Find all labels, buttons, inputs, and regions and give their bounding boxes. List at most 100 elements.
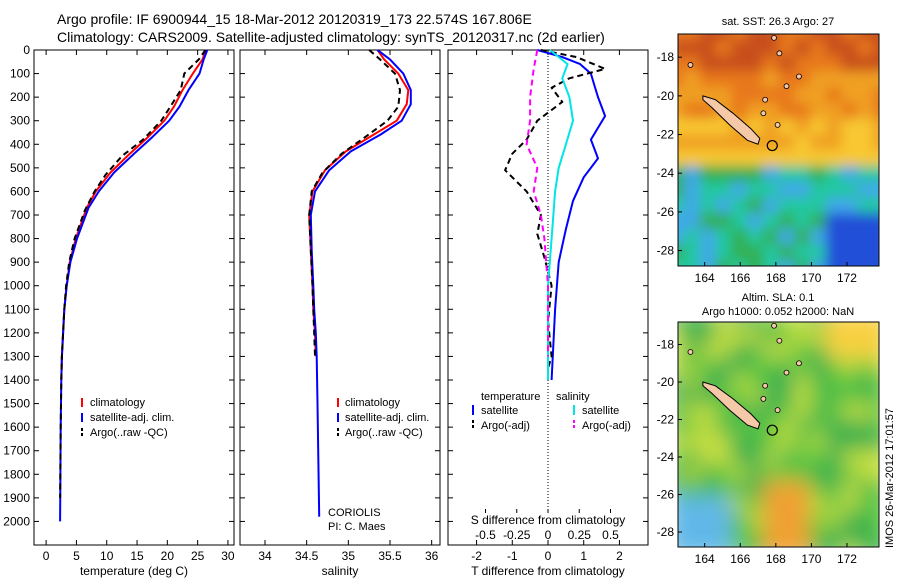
field-cell <box>746 480 764 497</box>
x-tick-label: 10 <box>100 549 114 563</box>
field-cell <box>746 342 764 359</box>
field-cell <box>778 541 796 547</box>
island <box>771 322 777 329</box>
field-cell <box>778 465 796 482</box>
field-cell <box>841 39 859 57</box>
field-cell <box>678 511 685 528</box>
field-cell <box>699 495 717 513</box>
series-line-salinity-argo-adj- <box>525 49 549 357</box>
temperature-xlabel: temperature (deg C) <box>80 564 188 578</box>
field-cell <box>762 71 780 88</box>
field-cell <box>699 134 717 151</box>
field-cell <box>810 244 827 262</box>
map-y-tick-label: -18 <box>657 50 675 64</box>
field-cell <box>873 213 879 230</box>
field-cell <box>746 102 764 120</box>
field-cell <box>825 213 843 230</box>
field-cell <box>794 541 812 547</box>
field-cell <box>794 357 812 375</box>
map-y-tick-label: -28 <box>657 244 675 258</box>
field-cell <box>678 213 685 230</box>
field-cell <box>810 541 827 547</box>
field-cell <box>825 102 843 120</box>
field-cell <box>841 55 859 73</box>
top-tick-label: 0.25 <box>568 528 592 542</box>
field-cell <box>873 134 879 151</box>
field-cell <box>731 434 748 451</box>
island <box>783 369 790 376</box>
field-cell <box>678 55 685 73</box>
map-x-tick-label: 168 <box>766 271 786 285</box>
field-cell <box>731 357 748 375</box>
field-cell <box>841 134 859 151</box>
island <box>776 50 783 57</box>
field-cell <box>699 327 717 344</box>
field-cell <box>810 55 827 73</box>
field-cell <box>762 181 780 199</box>
field-cell <box>794 511 812 528</box>
field-cell <box>683 480 701 497</box>
sst-map-frame <box>677 33 880 267</box>
field-cell <box>841 71 859 88</box>
field-cell <box>762 197 780 214</box>
legend-label-t-satellite: satellite <box>481 405 518 417</box>
field-cell <box>762 342 780 359</box>
field-cell <box>683 244 701 262</box>
field-cell <box>825 526 843 543</box>
series-line-temperature-argo-adj- <box>504 49 607 369</box>
field-cell <box>762 511 780 528</box>
y-tick-label: 700 <box>10 208 30 222</box>
field-cell <box>731 373 748 390</box>
field-cell <box>699 228 717 246</box>
field-cell <box>825 465 843 482</box>
legend-title-temperature: temperature <box>481 391 540 403</box>
field-cell <box>731 228 748 246</box>
field-cell <box>873 480 879 497</box>
field-cell <box>873 419 879 436</box>
field-cell <box>810 150 827 167</box>
field-cell <box>778 228 796 246</box>
footer-stamp: IMOS 26-Mar-2012 17:01:57 <box>884 408 896 548</box>
field-cell <box>715 71 733 88</box>
x-tick-label: 35.5 <box>378 549 402 563</box>
field-cell <box>762 150 780 167</box>
field-cell <box>746 541 764 547</box>
map-y-tick-label: -26 <box>657 488 675 502</box>
difference-legend: temperature salinity satellite Argo(-adj… <box>472 391 631 432</box>
field-cell <box>794 150 812 167</box>
field-cell <box>678 434 685 451</box>
field-cell <box>857 342 875 359</box>
field-cell <box>731 197 748 214</box>
island <box>774 121 781 128</box>
field-cell <box>810 327 827 344</box>
y-tick-label: 1400 <box>3 373 30 387</box>
field-cell <box>715 55 733 73</box>
island <box>687 349 694 355</box>
field-cell <box>715 165 733 183</box>
field-cell <box>873 373 879 390</box>
field-cell <box>746 449 764 467</box>
y-tick-label: 0 <box>23 43 30 57</box>
field-cell <box>762 541 780 547</box>
legend-label-climatology: climatology <box>90 397 146 409</box>
field-cell <box>731 150 748 167</box>
field-cell <box>794 388 812 405</box>
field-cell <box>873 244 879 262</box>
field-cell <box>715 87 733 104</box>
field-cell <box>699 39 717 57</box>
field-cell <box>778 55 796 73</box>
y-tick-label: 1100 <box>4 302 30 316</box>
series-line-salinity-satellite <box>547 49 574 380</box>
field-cell <box>731 541 748 547</box>
field-cell <box>683 403 701 421</box>
field-cell <box>841 434 859 451</box>
field-cell <box>699 434 717 451</box>
map-y-tick-label: -24 <box>657 450 675 464</box>
field-cell <box>857 165 875 183</box>
field-cell <box>841 342 859 359</box>
field-cell <box>678 327 685 344</box>
field-cell <box>825 118 843 136</box>
field-cell <box>873 495 879 513</box>
field-cell <box>678 118 685 136</box>
field-cell <box>794 213 812 230</box>
